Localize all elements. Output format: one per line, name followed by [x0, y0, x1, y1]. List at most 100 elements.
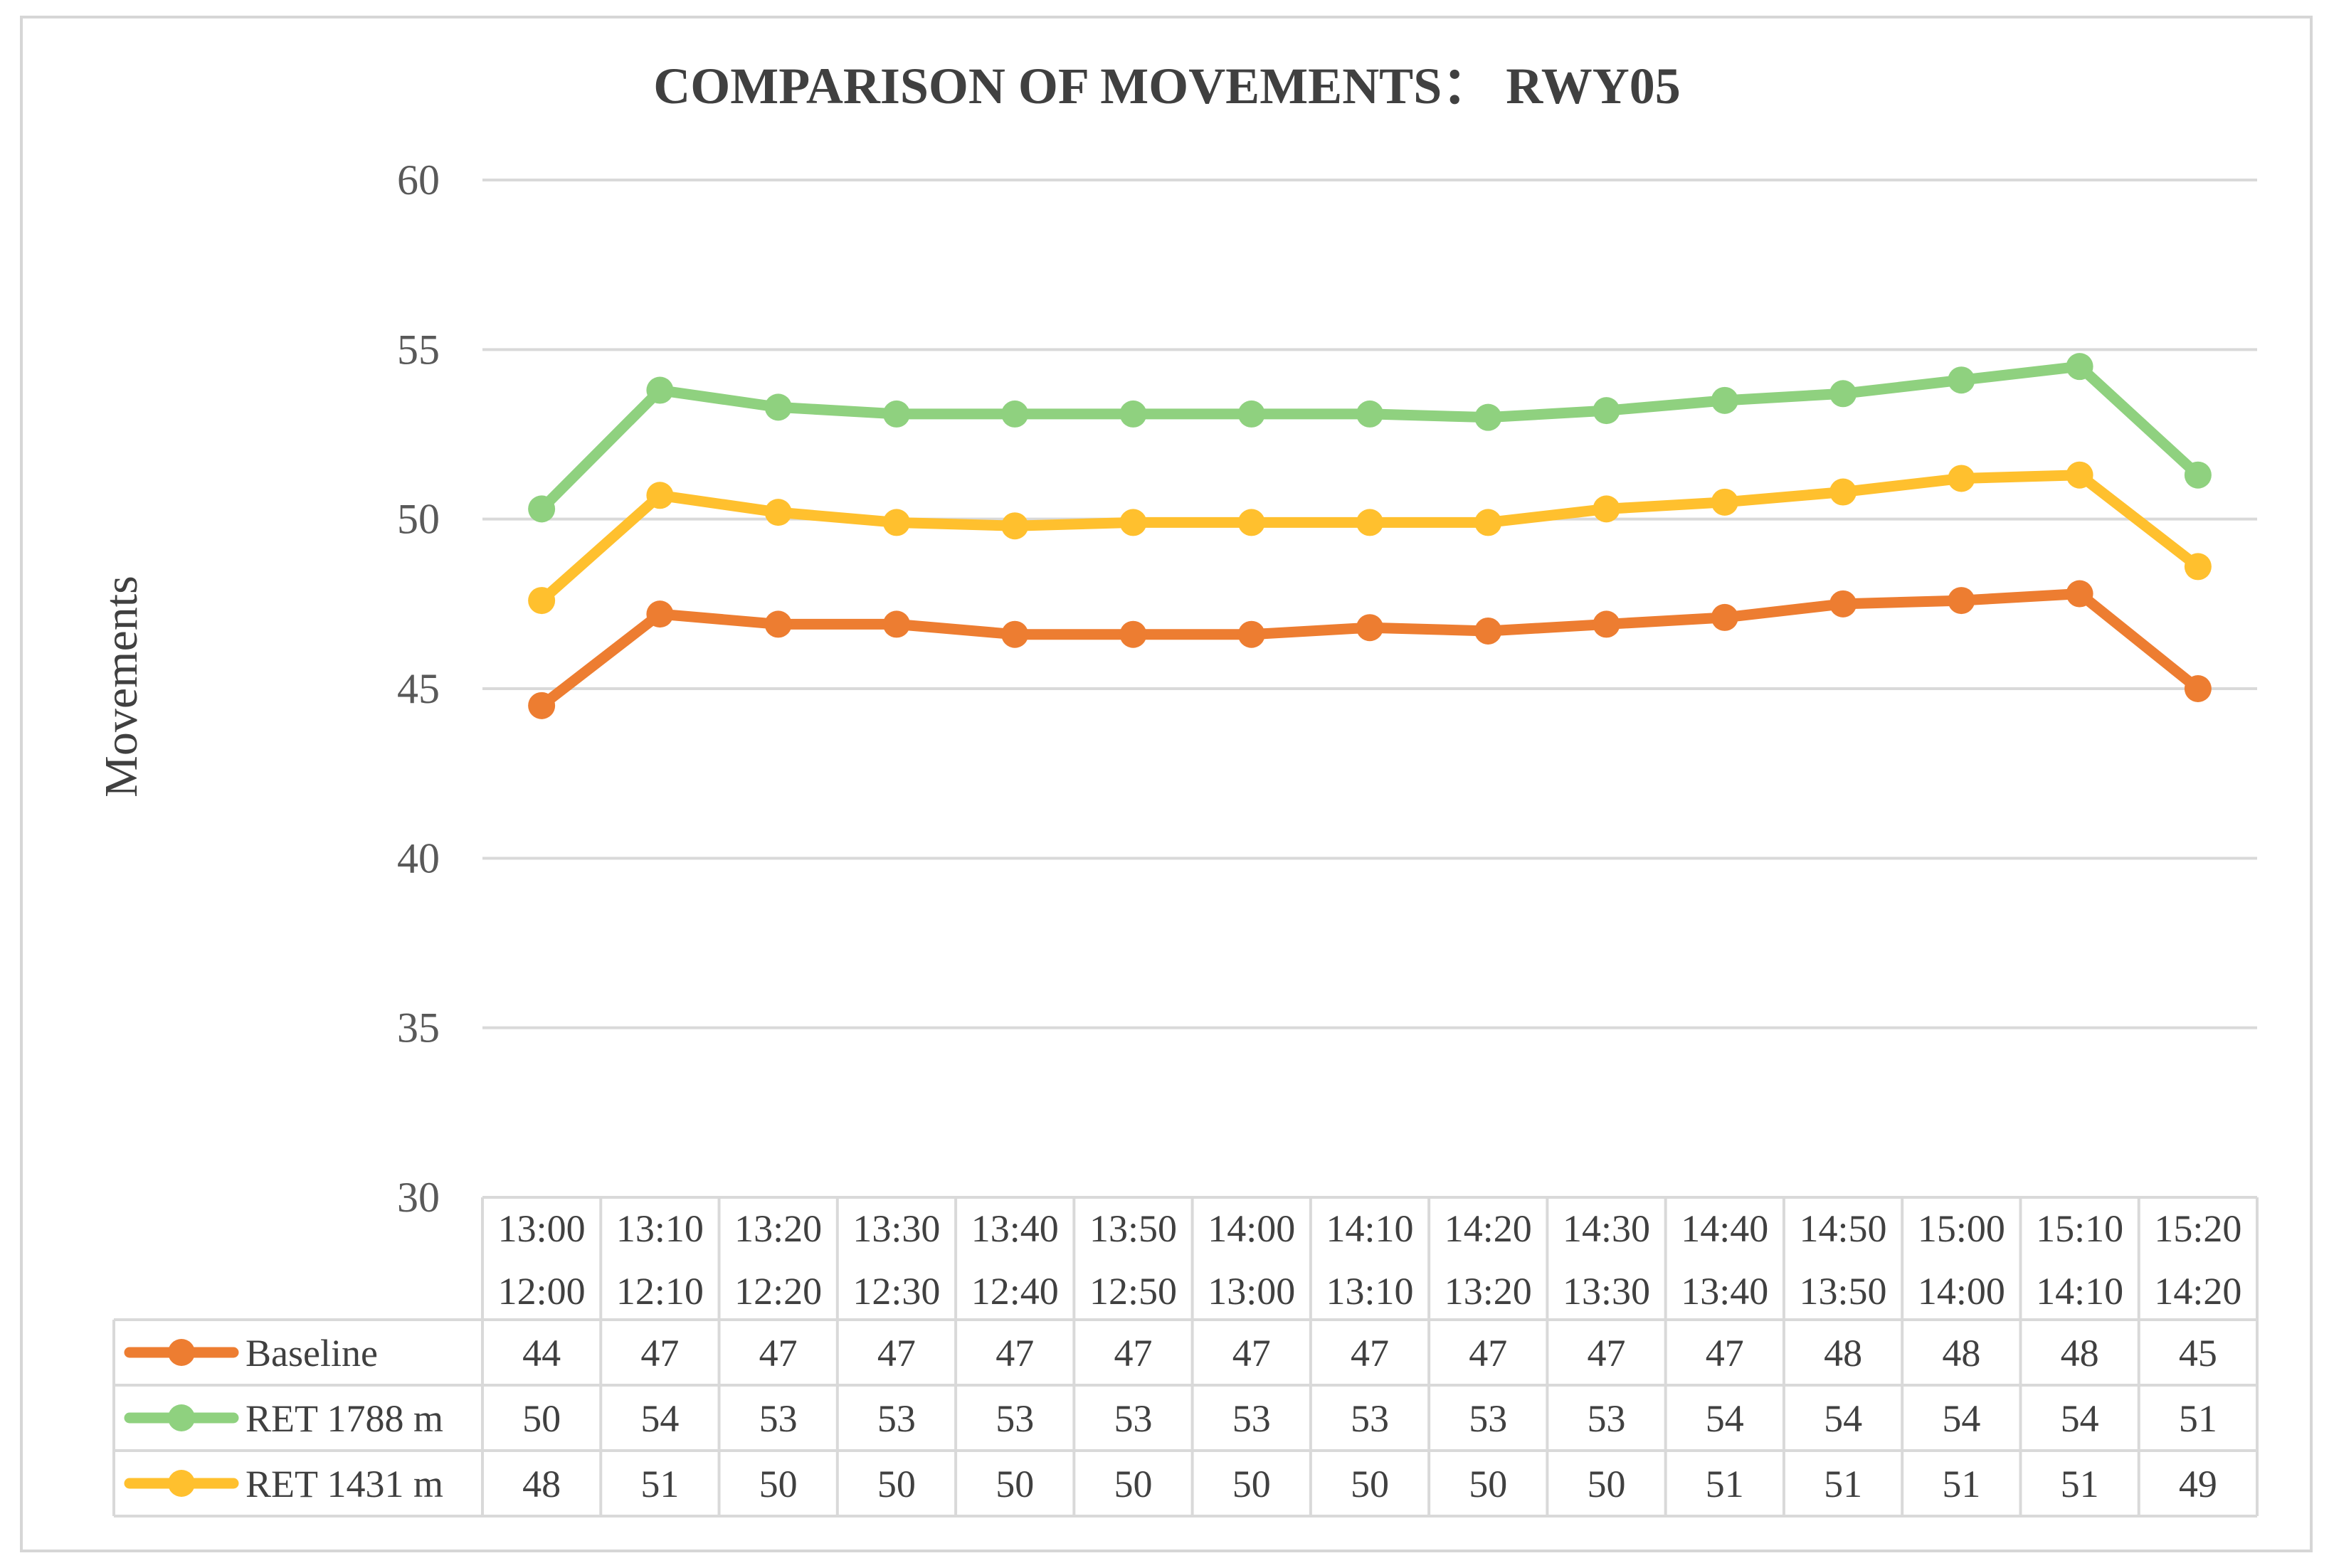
data-point — [1829, 590, 1857, 618]
table-cell: 48 — [1824, 1332, 1862, 1374]
data-point — [764, 393, 792, 421]
data-point — [528, 692, 556, 719]
data-point — [1001, 400, 1029, 428]
table-cell: 51 — [1824, 1463, 1862, 1505]
data-point — [1119, 620, 1147, 648]
table-cell: 54 — [1706, 1397, 1744, 1440]
y-tick-label: 50 — [397, 496, 440, 543]
y-axis-label: Movements — [95, 576, 147, 798]
table-cell: 47 — [1706, 1332, 1744, 1374]
data-point — [1474, 403, 1502, 431]
x-tick-label: 14:40 — [1681, 1207, 1768, 1250]
x-tick-label: 14:00 — [1918, 1270, 2005, 1313]
table-cell: 48 — [1942, 1332, 1980, 1374]
table-cell: 47 — [1469, 1332, 1507, 1374]
legend-label: RET 1431 m — [245, 1463, 443, 1505]
data-point — [764, 610, 792, 638]
data-point — [1829, 380, 1857, 408]
x-tick-label: 14:10 — [2036, 1270, 2123, 1313]
table-cell: 54 — [640, 1397, 679, 1440]
data-table: 13:00 12:00 13:10 12:10 13:20 12:20 13:30 12:30… — [112, 1196, 2259, 1517]
legend-marker — [168, 1339, 195, 1366]
data-point — [1474, 509, 1502, 536]
table-cell: 49 — [2179, 1463, 2217, 1505]
data-point — [1001, 620, 1029, 648]
data-point — [1237, 400, 1265, 428]
table-cell: 50 — [1588, 1463, 1626, 1505]
x-tick-label: 13:20 — [734, 1207, 822, 1250]
data-point — [2066, 461, 2093, 489]
table-cell: 51 — [1706, 1463, 1744, 1505]
x-tick-label: 13:20 — [1445, 1270, 1532, 1313]
data-point — [1948, 465, 1975, 492]
x-tick-label: 13:40 — [971, 1207, 1059, 1250]
x-tick-label: 14:50 — [1800, 1207, 1887, 1250]
data-point — [528, 495, 556, 523]
x-tick-label: 14:20 — [2154, 1270, 2241, 1313]
y-tick-label: 45 — [397, 665, 440, 712]
y-tick-labels: 30 35 40 45 50 55 60 — [397, 157, 440, 1221]
table-cell: 48 — [2061, 1332, 2099, 1374]
x-tick-label: 15:00 — [1918, 1207, 2005, 1250]
x-tick-label: 13:40 — [1681, 1270, 1768, 1313]
table-cell: 47 — [759, 1332, 798, 1374]
data-point — [764, 499, 792, 526]
data-point — [646, 376, 674, 404]
data-point — [1237, 509, 1265, 536]
data-point — [1356, 400, 1383, 428]
table-cell: 51 — [2179, 1397, 2217, 1440]
data-point — [528, 587, 556, 615]
data-point — [882, 610, 910, 638]
table-cell: 44 — [522, 1332, 561, 1374]
x-tick-label: 13:50 — [1089, 1207, 1177, 1250]
data-point — [1829, 478, 1857, 506]
table-cell: 53 — [759, 1397, 798, 1440]
data-point — [1593, 397, 1620, 425]
gridlines — [482, 179, 2257, 1029]
data-point — [1711, 386, 1738, 414]
table-cell: 53 — [1114, 1397, 1152, 1440]
x-tick-label: 13:10 — [1326, 1270, 1413, 1313]
table-cell: 48 — [522, 1463, 561, 1505]
data-point — [1356, 614, 1383, 642]
table-cell: 54 — [1824, 1397, 1862, 1440]
x-tick-label: 13:30 — [1563, 1270, 1650, 1313]
x-tick-label: 12:10 — [616, 1270, 704, 1313]
data-point — [2184, 461, 2212, 489]
table-cell: 53 — [1232, 1397, 1271, 1440]
x-tick-label: 14:20 — [1445, 1207, 1532, 1250]
data-point — [1711, 488, 1738, 516]
x-tick-label: 15:10 — [2036, 1207, 2123, 1250]
table-cell: 47 — [640, 1332, 679, 1374]
x-tick-label: 13:00 — [1208, 1270, 1295, 1313]
legend-marker — [168, 1404, 195, 1431]
data-point — [646, 482, 674, 509]
table-cell: 53 — [1588, 1397, 1626, 1440]
table-cell: 47 — [1588, 1332, 1626, 1374]
table-cell: 45 — [2179, 1332, 2217, 1374]
data-point — [1119, 509, 1147, 536]
table-cell: 47 — [1232, 1332, 1271, 1374]
chart-title: COMPARISON OF MOVEMENTS： RWY05 — [653, 58, 1680, 115]
data-point — [1474, 617, 1502, 645]
x-tick-label: 14:10 — [1326, 1207, 1413, 1250]
x-tick-label: 13:10 — [616, 1207, 704, 1250]
table-cell: 47 — [1351, 1332, 1389, 1374]
table-cell: 47 — [995, 1332, 1034, 1374]
y-tick-label: 30 — [397, 1174, 440, 1221]
table-cell: 53 — [1469, 1397, 1507, 1440]
x-tick-label: 14:00 — [1208, 1207, 1295, 1250]
table-cell: 50 — [1114, 1463, 1152, 1505]
x-tick-label: 12:40 — [971, 1270, 1059, 1313]
table-cell: 50 — [995, 1463, 1034, 1505]
y-tick-label: 40 — [397, 835, 440, 881]
data-point — [882, 400, 910, 428]
table-cell: 50 — [1469, 1463, 1507, 1505]
table-cell: 50 — [877, 1463, 916, 1505]
data-point — [2184, 553, 2212, 581]
x-tick-label: 13:50 — [1800, 1270, 1887, 1313]
table-cell: 50 — [759, 1463, 798, 1505]
table-cell: 51 — [640, 1463, 679, 1505]
x-tick-label: 12:30 — [852, 1270, 940, 1313]
